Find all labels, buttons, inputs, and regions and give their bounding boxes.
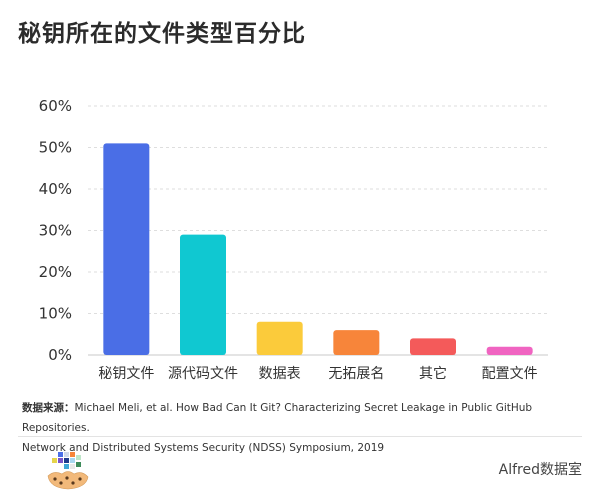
- source-citation-line1: Michael Meli, et al. How Bad Can It Git?…: [22, 402, 533, 434]
- x-axis-categories: 秘钥文件 源代码文件 数据表 无拓展名 其它 配置文件: [98, 365, 537, 382]
- x-category-label: 无拓展名: [328, 366, 384, 382]
- source-label: 数据来源：: [22, 402, 75, 414]
- bars: [103, 143, 533, 355]
- y-tick-label: 10%: [39, 305, 72, 323]
- bar: [180, 234, 226, 355]
- bar: [103, 143, 150, 355]
- y-tick-label: 50%: [39, 139, 72, 157]
- footer-divider: [18, 436, 582, 437]
- y-tick-label: 40%: [39, 180, 72, 198]
- y-axis-ticks: 0% 10% 20% 30% 40% 50% 60%: [39, 97, 72, 364]
- bar-chart: 0% 10% 20% 30% 40% 50% 60% 秘钥文件 源代码文件 数据表 无拓展名 其它 配…: [39, 97, 548, 382]
- x-category-label: 配置文件: [482, 366, 538, 382]
- source-citation-line2: Network and Distributed Systems Security…: [22, 442, 385, 454]
- brand-logo-icon: [47, 452, 89, 490]
- brand-name: Alfred数据室: [498, 462, 582, 478]
- y-tick-label: 60%: [39, 97, 72, 115]
- x-category-label: 秘钥文件: [98, 366, 154, 382]
- x-category-label: 其它: [419, 365, 447, 382]
- bar: [410, 338, 456, 355]
- bar: [486, 346, 533, 355]
- source-note: 数据来源：Michael Meli, et al. How Bad Can It…: [22, 398, 592, 458]
- bar: [256, 321, 303, 355]
- y-tick-label: 20%: [39, 263, 72, 281]
- gridlines: [88, 105, 548, 356]
- y-tick-label: 0%: [48, 346, 72, 364]
- x-category-label: 源代码文件: [168, 366, 238, 382]
- page-title: 秘钥所在的文件类型百分比: [18, 21, 306, 47]
- bar: [333, 330, 380, 355]
- x-category-label: 数据表: [259, 366, 301, 382]
- y-tick-label: 30%: [39, 222, 72, 240]
